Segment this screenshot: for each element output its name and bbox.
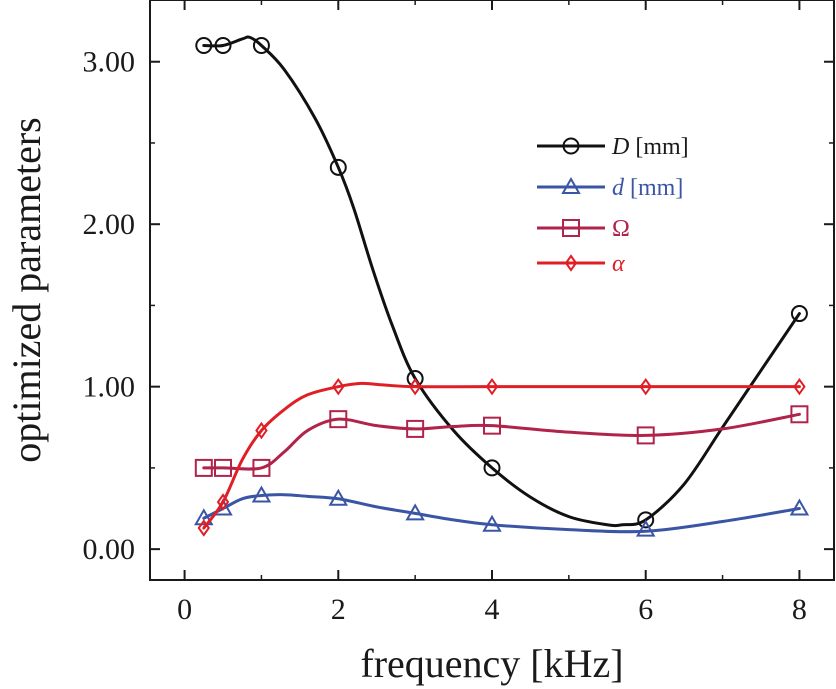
- data-point-d: [635, 519, 656, 537]
- data-point-alpha: [197, 519, 211, 537]
- y-axis-title: optimized parameters: [4, 117, 49, 462]
- series-line-Omega: [202, 412, 801, 471]
- series-line-D: [202, 35, 801, 528]
- data-point-Omega: [483, 416, 501, 435]
- y-tick-label: 0.00: [83, 533, 136, 566]
- x-tick-label: 6: [638, 593, 653, 626]
- legend-entry-alpha: α: [537, 251, 625, 277]
- data-point-alpha: [793, 377, 806, 396]
- data-point-Omega: [636, 426, 655, 445]
- legend-symbol-alpha: α: [612, 251, 625, 277]
- ticks-layer: 0 2 4 6 8 0.00 1.00 2.00 3.00: [83, 0, 834, 626]
- plot-frame: [149, 0, 835, 581]
- data-point-alpha: [485, 377, 499, 396]
- legend-marker-d: [561, 176, 581, 194]
- data-point-Omega: [252, 458, 271, 477]
- series-alpha: [197, 377, 806, 537]
- data-point-d: [405, 503, 425, 521]
- data-point-Omega: [214, 458, 233, 477]
- series-d: [194, 485, 810, 537]
- series-line-alpha: [202, 381, 801, 530]
- data-point-Omega: [329, 410, 348, 429]
- data-point-alpha: [332, 377, 345, 396]
- series-D: [195, 35, 808, 529]
- legend-symbol-Omega: Ω: [612, 216, 630, 242]
- series-Omega: [194, 405, 809, 477]
- data-point-d: [251, 485, 272, 503]
- data-point-d: [482, 514, 502, 532]
- x-tick-label: 2: [331, 593, 346, 626]
- legend-unit-d: [mm]: [624, 175, 683, 201]
- data-point-alpha: [639, 377, 652, 396]
- data-point-D: [329, 158, 347, 176]
- x-tick-label: 4: [485, 593, 500, 626]
- series-layer: [194, 35, 810, 537]
- legend-marker-Omega: [562, 219, 580, 237]
- data-point-D: [483, 459, 501, 477]
- legend-symbol-d: d: [612, 175, 625, 201]
- legend-label-D: D [mm]: [611, 134, 689, 160]
- series-line-d: [202, 493, 801, 534]
- data-point-alpha: [255, 421, 268, 440]
- data-point-Omega: [406, 419, 425, 438]
- legend-marker-alpha: [564, 254, 578, 272]
- data-point-D: [252, 36, 270, 54]
- data-point-alpha: [216, 493, 230, 511]
- data-point-d: [328, 488, 349, 506]
- legend-label-alpha: α: [612, 251, 625, 277]
- legend-unit-D: [mm]: [629, 134, 688, 160]
- legend-entry-Omega: Ω: [537, 216, 630, 242]
- legend-label-Omega: Ω: [612, 216, 630, 242]
- x-tick-label: 8: [792, 593, 807, 626]
- x-axis-title: frequency [kHz]: [360, 641, 623, 686]
- data-point-D: [790, 305, 808, 323]
- legend-marker-D: [562, 137, 580, 155]
- x-tick-label: 0: [177, 593, 192, 626]
- data-point-d: [194, 508, 214, 526]
- legend-symbol-D: D: [611, 134, 629, 160]
- legend-label-d: d [mm]: [612, 175, 683, 201]
- data-point-D: [637, 511, 655, 529]
- data-point-Omega: [194, 458, 213, 477]
- data-point-Omega: [790, 405, 809, 424]
- data-point-d: [789, 498, 810, 516]
- legend: D [mm]d [mm]Ωα: [537, 134, 689, 277]
- y-tick-label: 3.00: [83, 46, 136, 79]
- data-point-D: [214, 36, 232, 54]
- y-tick-label: 1.00: [83, 371, 136, 404]
- data-point-alpha: [408, 377, 422, 396]
- data-point-D: [195, 36, 213, 54]
- legend-entry-d: d [mm]: [537, 175, 683, 201]
- y-tick-label: 2.00: [83, 208, 136, 241]
- legend-entry-D: D [mm]: [537, 134, 689, 160]
